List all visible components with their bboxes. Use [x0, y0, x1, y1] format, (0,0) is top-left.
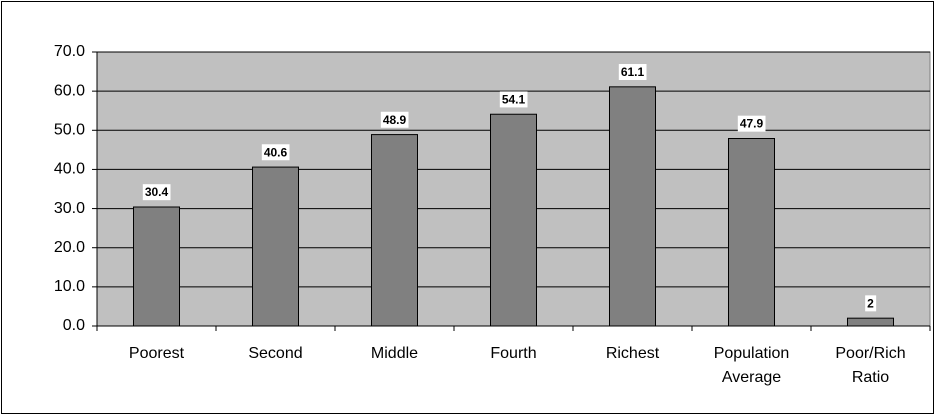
- bar: [133, 206, 180, 327]
- y-tick-label: 20.0: [54, 239, 85, 256]
- value-label-box: [499, 91, 528, 108]
- value-label: 40.6: [264, 145, 288, 159]
- x-tick-label: Richest: [606, 345, 660, 362]
- value-label-box: [865, 295, 877, 312]
- value-label-box: [261, 144, 290, 161]
- x-tick-label: Middle: [371, 345, 418, 362]
- y-tick-label: 0.0: [63, 317, 85, 334]
- x-tick-label: Poor/Rich Ratio: [835, 345, 905, 386]
- value-label-box: [142, 184, 171, 201]
- value-label: 30.4: [145, 185, 169, 199]
- bar: [371, 134, 418, 327]
- value-label: 54.1: [502, 92, 526, 106]
- y-tick-label: 60.0: [54, 82, 85, 99]
- bar: [490, 113, 537, 327]
- y-tick-label: 70.0: [54, 43, 85, 60]
- x-tick-label: Population Average: [714, 345, 790, 386]
- bar: [847, 317, 894, 327]
- value-label: 61.1: [621, 65, 645, 79]
- x-tick-label: Second: [248, 345, 302, 362]
- value-label-box: [618, 64, 647, 81]
- value-label-box: [737, 115, 766, 132]
- y-tick-label: 30.0: [54, 200, 85, 217]
- x-tick-label: Fourth: [490, 345, 536, 362]
- y-tick-label: 50.0: [54, 122, 85, 139]
- value-label-box: [380, 111, 409, 128]
- value-label: 48.9: [383, 113, 407, 127]
- value-label: 2: [867, 296, 874, 310]
- y-tick-label: 40.0: [54, 161, 85, 178]
- x-tick-label: Poorest: [129, 345, 185, 362]
- value-label: 47.9: [740, 117, 764, 131]
- y-tick-label: 10.0: [54, 278, 85, 295]
- bar: [609, 86, 656, 327]
- bar: [728, 138, 775, 327]
- bar: [252, 166, 299, 327]
